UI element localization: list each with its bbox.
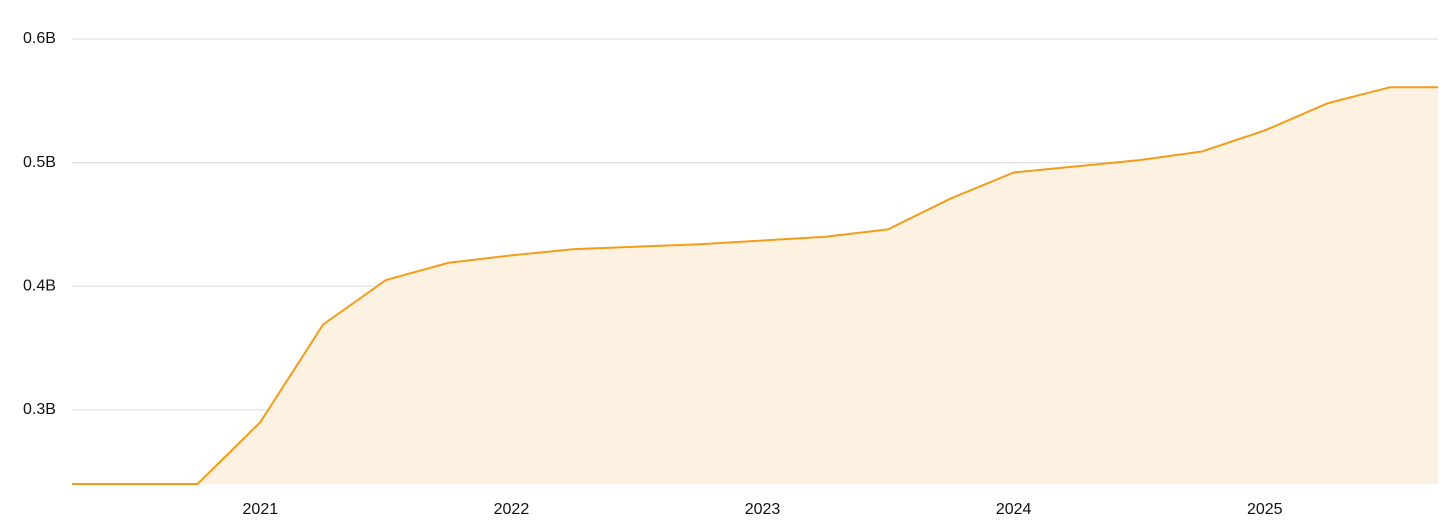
- x-tick-label: 2025: [1247, 501, 1283, 518]
- x-tick-label: 2023: [745, 501, 781, 518]
- y-tick-label: 0.6B: [23, 30, 56, 47]
- x-tick-label: 2024: [996, 501, 1032, 518]
- y-tick-label: 0.4B: [23, 277, 56, 294]
- y-tick-label: 0.5B: [23, 154, 56, 171]
- x-tick-label: 2022: [494, 501, 530, 518]
- area-fill: [72, 87, 1438, 484]
- x-tick-label: 2021: [243, 501, 279, 518]
- area-line: [72, 86, 1438, 485]
- y-tick-label: 0.3B: [23, 401, 56, 418]
